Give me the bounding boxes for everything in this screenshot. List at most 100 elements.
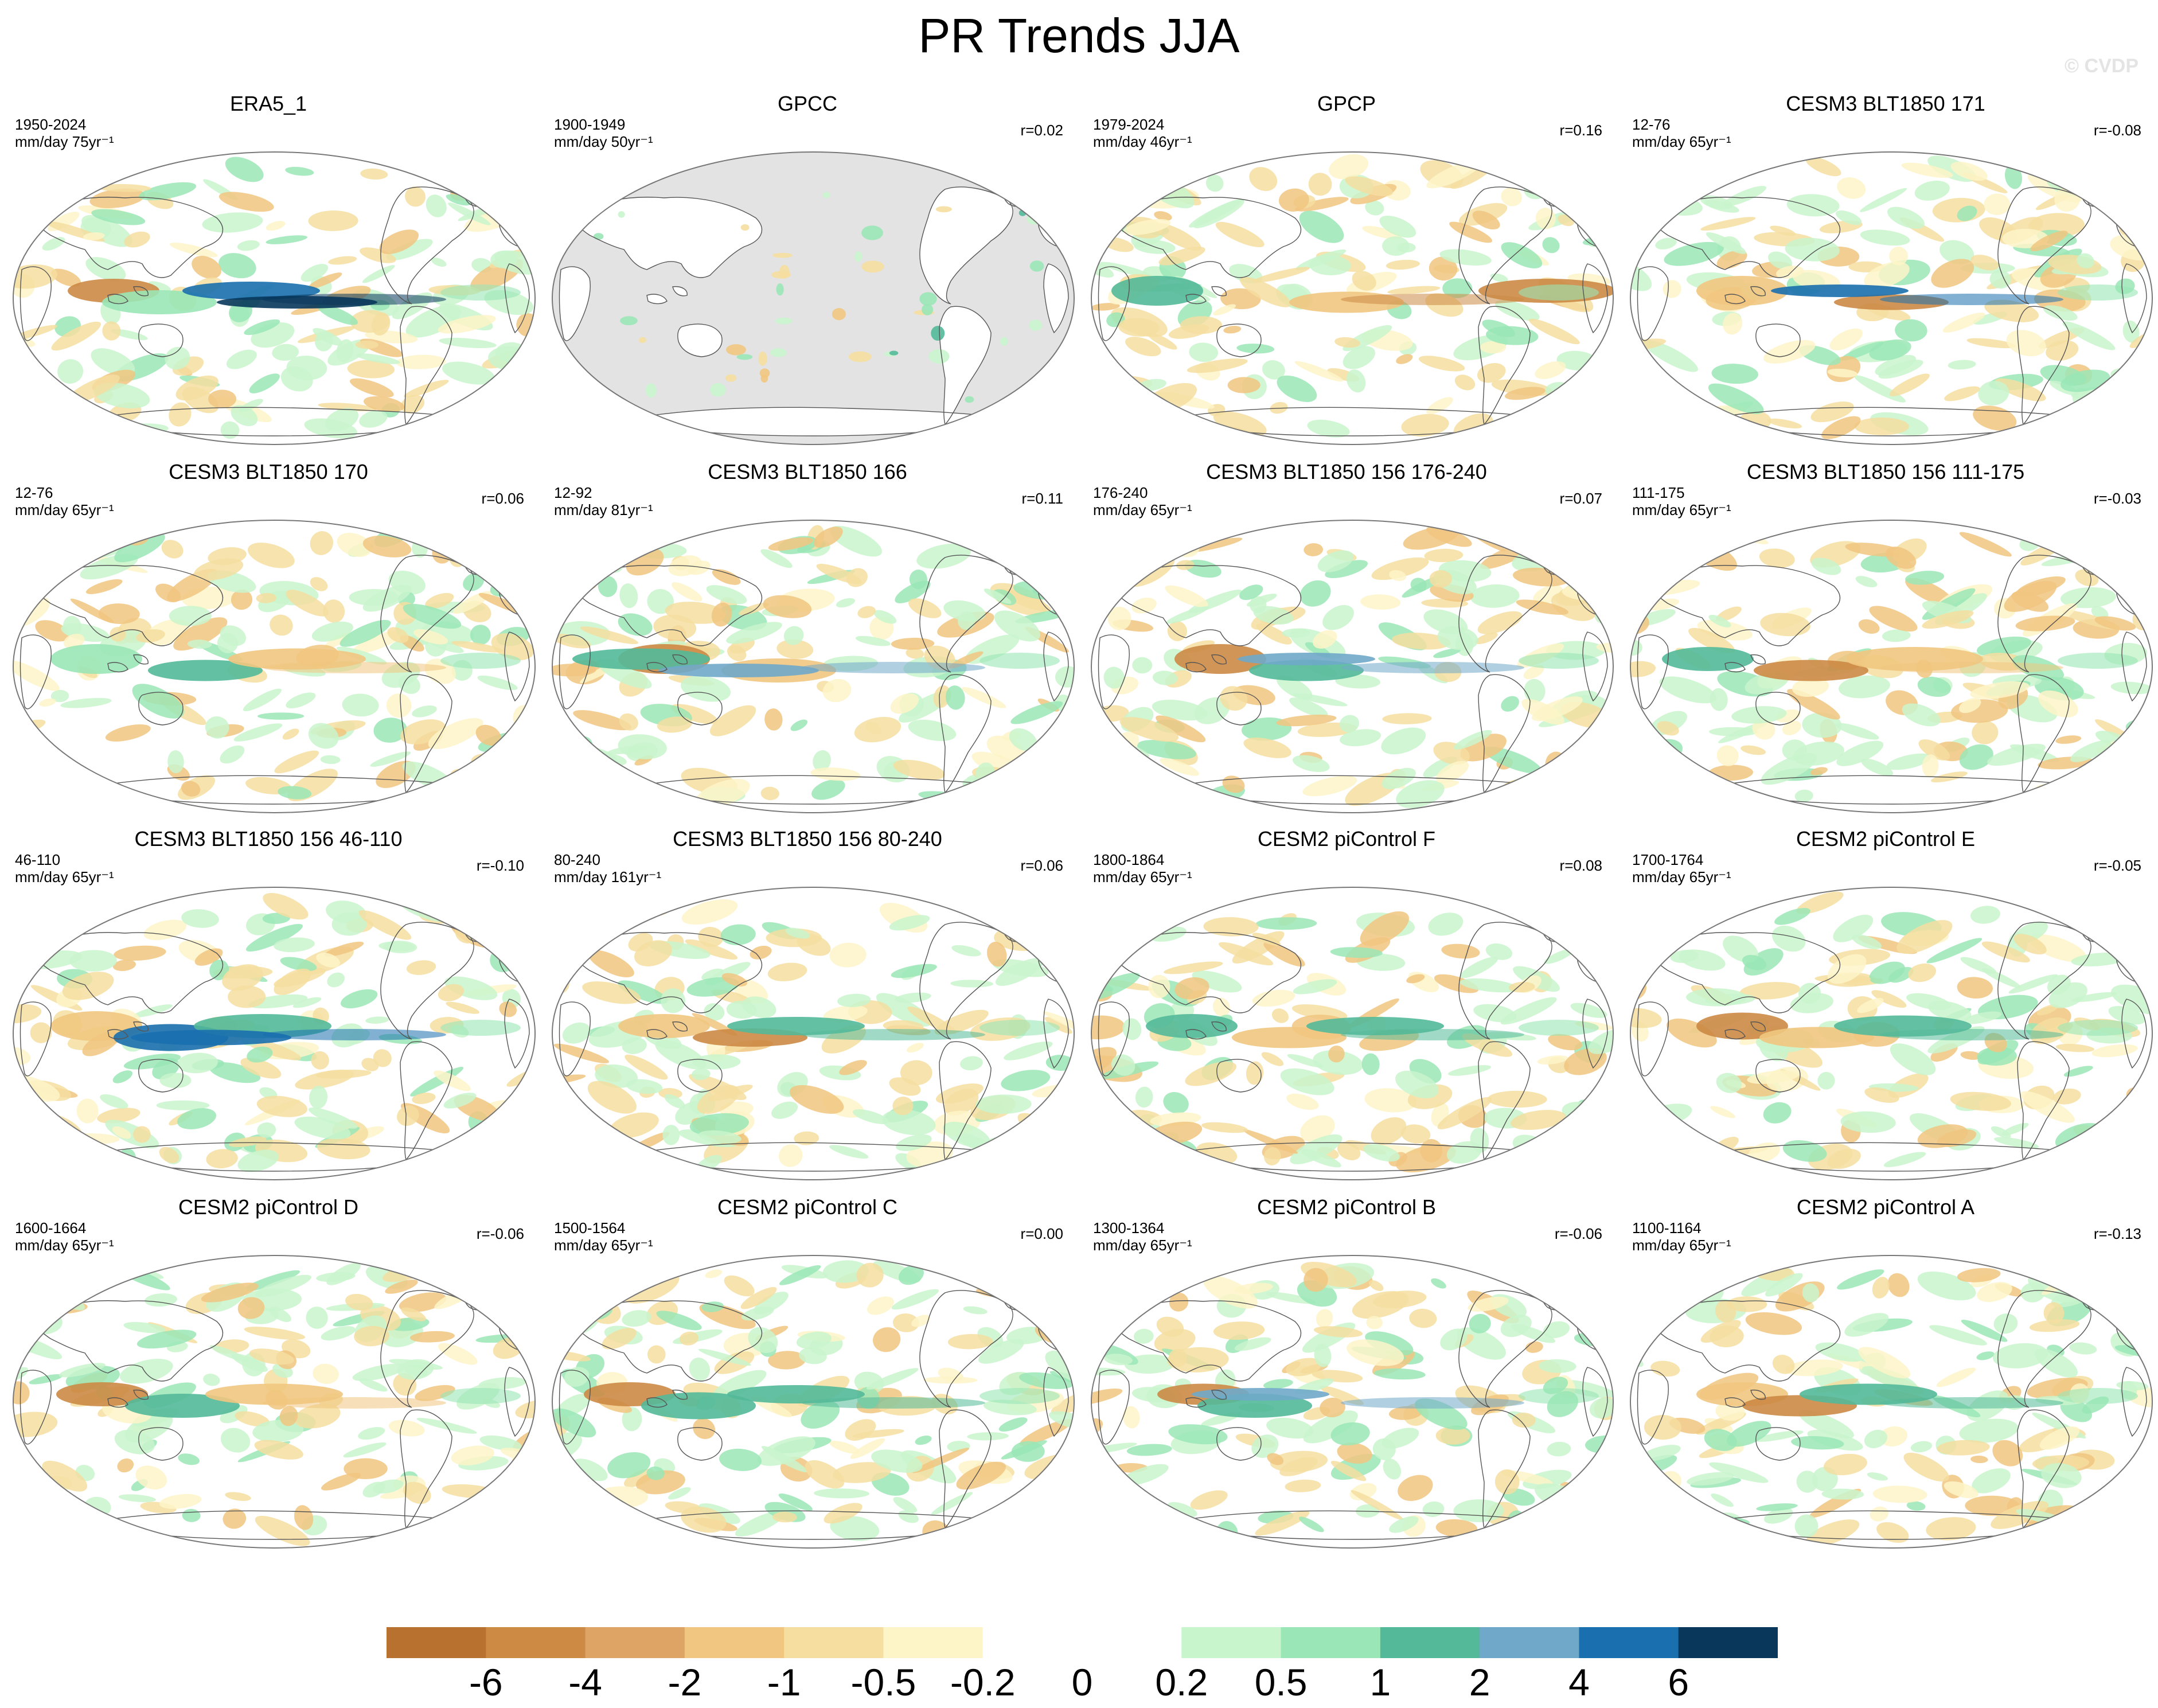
panel-units: mm/day 65yr⁻¹ [1093, 868, 1192, 886]
precip-trend-map [1091, 151, 1614, 445]
panel-pattern-correlation: r=-0.03 [2093, 490, 2141, 507]
panel-units: mm/day 65yr⁻¹ [15, 1237, 114, 1254]
panel-years: 1979-2024 [1093, 116, 1165, 133]
precip-trend-map [1630, 151, 2153, 445]
cvdp-watermark: © CVDP [2065, 55, 2139, 77]
colorbar-swatch [1380, 1627, 1480, 1658]
colorbar-swatch [486, 1627, 586, 1658]
panel-pattern-correlation: r=-0.08 [2093, 122, 2141, 139]
panel-title: CESM3 BLT1850 171 [1786, 92, 1985, 115]
panel-title: CESM2 piControl D [178, 1195, 359, 1219]
colorbar-swatch [1579, 1627, 1679, 1658]
panel-title: CESM2 piControl E [1796, 827, 1976, 851]
precip-trend-map [552, 151, 1075, 445]
panel-years: 1700-1764 [1632, 851, 1704, 868]
colorbar-tick-label: -4 [568, 1661, 602, 1703]
colorbar-swatch [387, 1627, 486, 1658]
panel-units: mm/day 75yr⁻¹ [15, 133, 114, 150]
map-panel: CESM3 BLT1850 156 111-175 111-175 mm/day 6… [1622, 460, 2153, 816]
map-panel: CESM2 piControl F 1800-1864 mm/day 65yr⁻¹ r… [1083, 827, 1614, 1183]
colorbar-tick-label: -0.5 [850, 1661, 916, 1703]
panel-pattern-correlation: r=0.16 [1559, 122, 1602, 139]
panel-pattern-correlation: r=0.00 [1020, 1225, 1063, 1242]
map-panel: CESM2 piControl D 1600-1664 mm/day 65yr⁻¹ r… [5, 1195, 536, 1551]
panel-pattern-correlation: r=0.11 [1021, 490, 1063, 507]
map-panel: GPCC 1900-1949 mm/day 50yr⁻¹ r=0.02 [544, 92, 1075, 447]
colorbar-tick-label: 2 [1469, 1661, 1490, 1703]
panel-units: mm/day 65yr⁻¹ [15, 501, 114, 518]
panel-title: CESM3 BLT1850 156 80-240 [673, 827, 942, 851]
colorbar-tick-label: -2 [668, 1661, 702, 1703]
panel-title: CESM2 piControl C [717, 1195, 898, 1219]
panel-units: mm/day 65yr⁻¹ [1632, 1237, 1731, 1254]
colorbar-tick-label: 1 [1369, 1661, 1391, 1703]
colorbar-tick-label: 6 [1668, 1661, 1689, 1703]
panel-title: CESM3 BLT1850 170 [169, 460, 368, 483]
panel-title: CESM3 BLT1850 156 176-240 [1206, 460, 1487, 483]
map-panel: CESM2 piControl C 1500-1564 mm/day 65yr⁻¹ r… [544, 1195, 1075, 1551]
panel-units: mm/day 161yr⁻¹ [554, 868, 662, 886]
colorbar-tick-label: 0.5 [1254, 1661, 1308, 1703]
colorbar-swatch [982, 1627, 1083, 1658]
map-panel: GPCP 1979-2024 mm/day 46yr⁻¹ r=0.16 [1083, 92, 1614, 447]
panel-pattern-correlation: r=-0.10 [476, 857, 524, 874]
panel-pattern-correlation: r=0.08 [1559, 857, 1602, 874]
panel-pattern-correlation: r=0.06 [1020, 857, 1063, 874]
panel-years: 1100-1164 [1632, 1219, 1702, 1237]
colorbar-swatch [883, 1627, 984, 1658]
panel-units: mm/day 65yr⁻¹ [15, 868, 114, 886]
map-panel: CESM3 BLT1850 156 46-110 46-110 mm/day 65y… [5, 827, 536, 1183]
precip-trend-map [13, 520, 536, 813]
precip-trend-map [13, 151, 536, 445]
precip-trend-map [13, 887, 536, 1180]
colorbar-swatch [585, 1627, 685, 1658]
colorbar-swatch [1480, 1627, 1579, 1658]
panel-units: mm/day 65yr⁻¹ [1632, 133, 1731, 150]
panel-title: GPCP [1317, 92, 1376, 115]
precip-trend-map [1630, 887, 2153, 1180]
panel-units: mm/day 65yr⁻¹ [1632, 868, 1731, 886]
panel-title: CESM2 piControl B [1256, 1195, 1437, 1219]
panel-units: mm/day 65yr⁻¹ [554, 1237, 653, 1254]
panel-title: CESM2 piControl F [1257, 827, 1436, 851]
panel-units: mm/day 65yr⁻¹ [1632, 501, 1731, 518]
panel-years: 1900-1949 [554, 116, 626, 133]
map-panel: CESM2 piControl E 1700-1764 mm/day 65yr⁻¹ r… [1622, 827, 2153, 1183]
precip-trend-map [1630, 520, 2153, 813]
panel-years: 12-92 [554, 484, 592, 501]
figure-title: PR Trends JJA [918, 9, 1240, 63]
colorbar-tick-label: -1 [767, 1661, 801, 1703]
panel-years: 176-240 [1093, 484, 1148, 501]
panel-years: 80-240 [554, 851, 600, 868]
colorbar-tick-label: 0.2 [1155, 1661, 1208, 1703]
panel-pattern-correlation: r=-0.06 [1554, 1225, 1602, 1242]
panel-years: 1800-1864 [1093, 851, 1165, 868]
precip-trend-map [552, 887, 1075, 1180]
map-panel: CESM3 BLT1850 170 12-76 mm/day 65yr⁻¹ r=0.0… [5, 460, 536, 816]
precip-trend-map [552, 520, 1075, 813]
panel-years: 12-76 [1632, 116, 1671, 133]
colorbar-tick-label: -6 [469, 1661, 503, 1703]
colorbar-tick-label: 0 [1071, 1661, 1093, 1703]
panel-units: mm/day 46yr⁻¹ [1093, 133, 1192, 150]
panel-pattern-correlation: r=0.07 [1559, 490, 1602, 507]
colorbar-swatch [784, 1627, 884, 1658]
panel-pattern-correlation: r=0.06 [481, 490, 524, 507]
panel-title: CESM3 BLT1850 156 111-175 [1746, 460, 2025, 483]
panel-units: mm/day 65yr⁻¹ [1093, 1237, 1192, 1254]
map-panel: CESM3 BLT1850 156 176-240 176-240 mm/day 6… [1083, 460, 1614, 816]
panel-units: mm/day 81yr⁻¹ [554, 501, 653, 518]
panel-pattern-correlation: r=-0.06 [476, 1225, 524, 1242]
colorbar [387, 1627, 1778, 1658]
panel-units: mm/day 65yr⁻¹ [1093, 501, 1192, 518]
colorbar-swatch [1181, 1627, 1282, 1658]
panel-years: 1300-1364 [1093, 1219, 1165, 1237]
colorbar-swatch [1281, 1627, 1381, 1658]
map-panel: CESM2 piControl B 1300-1364 mm/day 65yr⁻¹ r… [1083, 1195, 1614, 1551]
precip-trend-map [1091, 887, 1614, 1180]
panel-years: 111-175 [1632, 484, 1685, 501]
precip-trend-map [1091, 1255, 1614, 1549]
panel-years: 1600-1664 [15, 1219, 87, 1237]
panel-title: CESM2 piControl A [1796, 1195, 1975, 1219]
colorbar-swatch [1082, 1627, 1182, 1658]
